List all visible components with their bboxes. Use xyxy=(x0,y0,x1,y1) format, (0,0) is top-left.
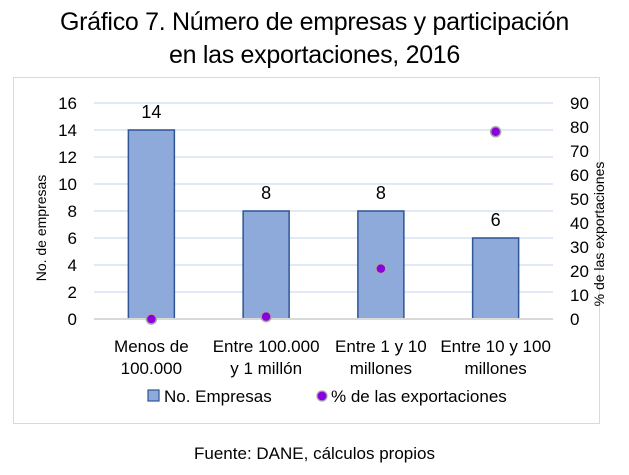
x-tick-label: y 1 millón xyxy=(230,359,302,378)
y2-tick-label: 50 xyxy=(570,190,589,209)
data-point xyxy=(489,126,502,138)
y-tick-label: 0 xyxy=(68,310,77,329)
y-tick-label: 8 xyxy=(68,202,77,221)
x-tick-label: Entre 10 y 100 xyxy=(440,337,551,356)
data-labels: 14 8 8 6 xyxy=(141,102,500,230)
x-tick-label: Entre 1 y 10 xyxy=(335,337,427,356)
markers xyxy=(145,126,502,325)
y-tick-label: 10 xyxy=(58,175,77,194)
legend-label-marker: % de las exportaciones xyxy=(331,387,507,406)
data-point xyxy=(375,262,387,275)
chart-title-line-2: en las exportaciones, 2016 xyxy=(168,41,461,69)
bar-data-label: 6 xyxy=(491,210,501,230)
y-tick-label: 14 xyxy=(58,121,77,140)
y2-tick-label: 80 xyxy=(570,118,589,137)
y2-tick-label: 70 xyxy=(570,142,589,161)
y-tick-label: 2 xyxy=(68,283,77,302)
legend: No. Empresas % de las exportaciones xyxy=(147,387,507,406)
y-tick-label: 6 xyxy=(68,229,77,248)
right-axis-title: % de las exportaciones xyxy=(591,162,607,307)
left-axis-title: No. de empresas xyxy=(33,175,49,282)
bars xyxy=(127,129,520,320)
y2-tick-label: 30 xyxy=(570,238,589,257)
legend-swatch-bar xyxy=(147,389,160,402)
bar-data-label: 8 xyxy=(261,183,271,203)
bar-data-label: 14 xyxy=(141,102,161,122)
y2-tick-label: 60 xyxy=(570,166,589,185)
x-tick-label: 100.000 xyxy=(121,359,182,378)
bar-data-label: 8 xyxy=(376,183,386,203)
y2-tick-label: 20 xyxy=(570,262,589,281)
bar xyxy=(127,129,176,320)
chart-title-line-1: Gráfico 7. Número de empresas y particip… xyxy=(60,8,569,36)
data-point xyxy=(145,313,158,325)
y-tick-label: 16 xyxy=(58,94,77,113)
left-axis-ticks: 0 2 4 6 8 10 12 14 16 xyxy=(58,94,77,329)
source-note: Fuente: DANE, cálculos propios xyxy=(194,444,435,463)
x-tick-label: Menos de xyxy=(114,337,189,356)
y-tick-label: 12 xyxy=(58,148,77,167)
y-tick-label: 4 xyxy=(68,256,77,275)
y2-tick-label: 0 xyxy=(570,310,579,329)
legend-swatch-marker xyxy=(316,390,328,402)
x-tick-label: millones xyxy=(350,359,412,378)
x-tick-label: Entre 100.000 xyxy=(213,337,320,356)
chart-title: Gráfico 7. Número de empresas y particip… xyxy=(0,6,629,72)
bar xyxy=(471,237,520,320)
x-tick-label: millones xyxy=(464,359,526,378)
legend-label-bar: No. Empresas xyxy=(164,387,272,406)
data-point xyxy=(260,310,272,323)
y2-tick-label: 10 xyxy=(570,286,589,305)
bar xyxy=(242,210,290,320)
right-axis-ticks: 0 10 20 30 40 50 60 70 80 90 xyxy=(570,94,589,329)
category-labels: Menos de 100.000 Entre 100.000 y 1 millón En… xyxy=(114,337,551,378)
y2-tick-label: 90 xyxy=(570,94,589,113)
y2-tick-label: 40 xyxy=(570,214,589,233)
